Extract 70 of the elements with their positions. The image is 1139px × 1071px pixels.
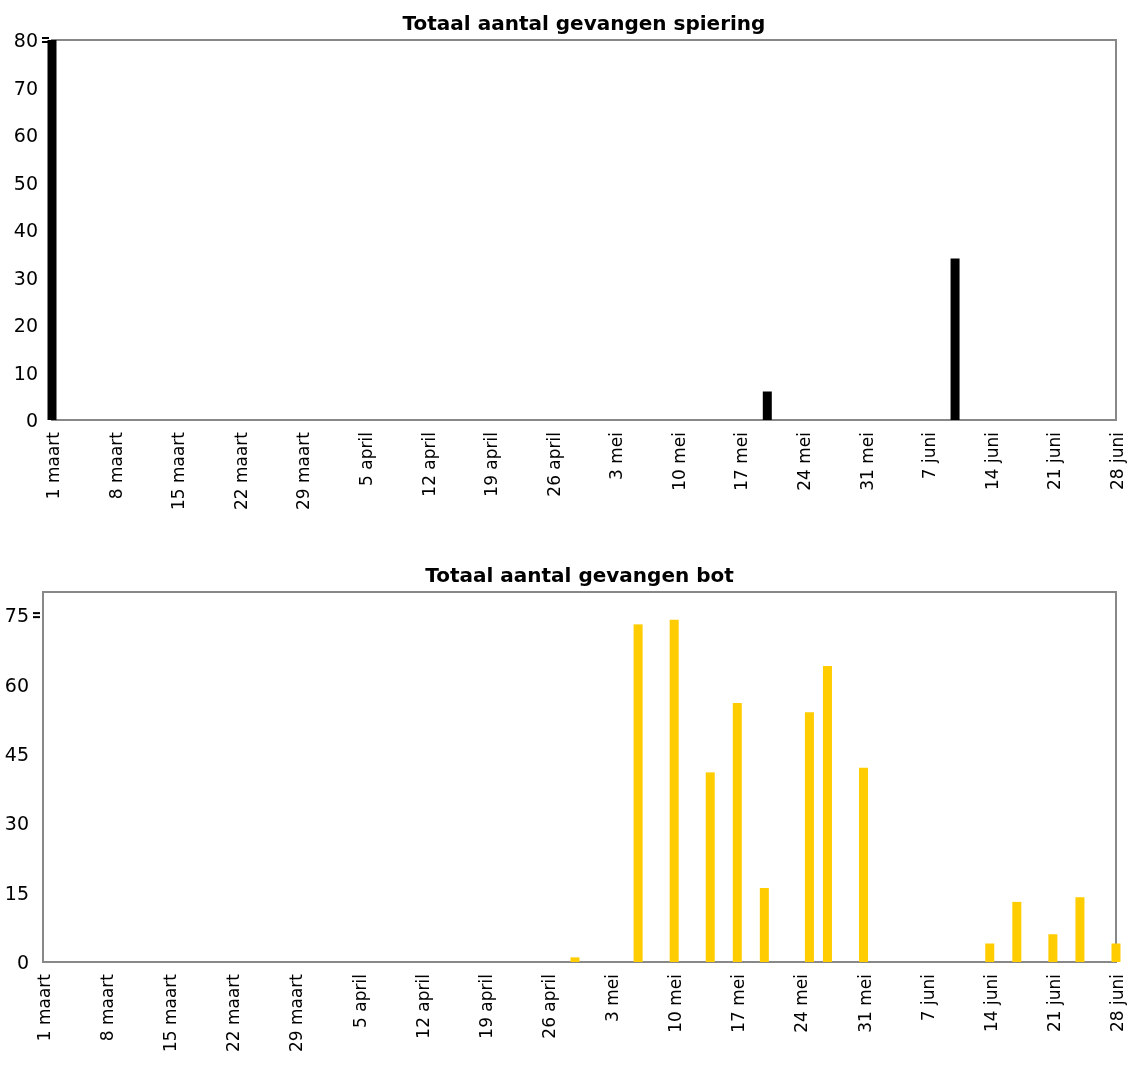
x-tick-label: 21 juni: [1044, 432, 1065, 491]
y-tick-label: 10: [13, 361, 38, 384]
y-tick-label: 45: [4, 742, 29, 765]
y-tick-label: 30: [4, 812, 29, 835]
y-tick-label: 60: [13, 124, 38, 146]
bar: [705, 772, 715, 962]
x-tick-label: 26 april: [543, 432, 564, 497]
y-tick-label: 20: [13, 314, 38, 336]
x-tick-label: 8 maart: [97, 973, 118, 1042]
x-tick-label: 7 juni: [919, 432, 940, 480]
bar: [804, 712, 814, 962]
x-tick-label: 31 mei: [854, 974, 875, 1033]
y-tick-label: 80: [13, 29, 38, 51]
chart-title: Totaal aantal gevangen spiering: [402, 11, 766, 35]
chart-title: Totaal aantal gevangen bot: [425, 563, 735, 587]
x-tick-label: 3 mei: [602, 974, 623, 1022]
x-tick-label: 5 april: [349, 974, 370, 1028]
x-tick-label: 22 maart: [230, 431, 251, 511]
x-tick-label: 15 maart: [168, 431, 189, 511]
bar: [1012, 901, 1022, 962]
bar: [732, 703, 742, 962]
bar: [985, 943, 995, 962]
y-tick-label: 0: [25, 409, 38, 431]
x-tick-label: 3 mei: [606, 432, 627, 480]
x-tick-label: 10 mei: [668, 432, 689, 491]
x-tick-label: 10 mei: [665, 974, 686, 1033]
x-tick-label: 31 mei: [856, 432, 877, 491]
y-tick-label: 40: [13, 219, 38, 241]
x-tick-label: 26 april: [538, 974, 559, 1039]
x-tick-label: 12 april: [418, 432, 439, 497]
bar: [47, 40, 57, 420]
bar: [822, 666, 832, 962]
x-tick-label: 29 maart: [286, 973, 307, 1053]
x-tick-label: 1 maart: [43, 431, 63, 500]
x-tick-label: 14 juni: [981, 432, 1002, 491]
y-tick-label: 75: [4, 604, 29, 627]
x-tick-label: 19 april: [475, 974, 496, 1039]
x-tick-label: 17 mei: [728, 974, 749, 1033]
x-tick-label: 7 juni: [917, 974, 938, 1022]
bar: [570, 957, 580, 962]
bar: [759, 888, 769, 962]
y-tick-label: 50: [13, 171, 38, 194]
x-tick-label: 24 mei: [791, 974, 812, 1033]
y-tick-label: 60: [4, 673, 29, 696]
x-tick-label: 19 april: [481, 432, 502, 497]
x-tick-label: 5 april: [355, 432, 376, 486]
x-tick-label: 21 juni: [1043, 974, 1064, 1033]
bar: [1075, 897, 1085, 962]
bar: [859, 767, 869, 962]
y-tick-label: 15: [4, 881, 29, 904]
bar: [1048, 934, 1058, 962]
x-tick-label: 14 juni: [980, 974, 1001, 1033]
x-tick-label: 22 maart: [223, 973, 244, 1053]
x-tick-label: 24 mei: [794, 432, 815, 491]
bar: [762, 391, 772, 420]
x-tick-label: 17 mei: [731, 432, 752, 491]
x-tick-label: 12 april: [412, 974, 433, 1039]
bar: [633, 624, 643, 962]
x-tick-label: 29 maart: [293, 431, 314, 511]
bar: [1111, 943, 1121, 962]
x-tick-label: 15 maart: [160, 973, 181, 1053]
x-tick-label: 1 maart: [34, 973, 54, 1042]
bar: [950, 258, 960, 420]
y-tick-label: 30: [13, 266, 38, 289]
bar: [669, 619, 679, 962]
y-tick-label: 0: [16, 951, 29, 973]
x-tick-label: 28 juni: [1107, 974, 1127, 1033]
x-tick-label: 28 juni: [1107, 432, 1127, 491]
y-tick-label: 70: [13, 76, 38, 99]
x-tick-label: 8 maart: [105, 431, 126, 500]
